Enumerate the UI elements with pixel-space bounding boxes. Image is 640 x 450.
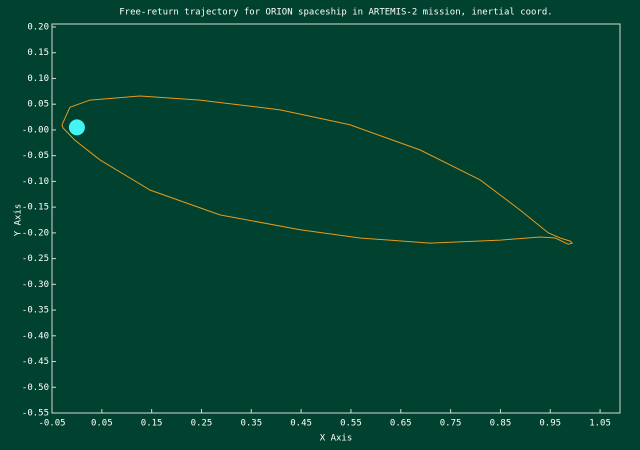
y-tick-label: 0.10 — [27, 74, 49, 84]
y-tick-label: 0.20 — [27, 23, 49, 33]
x-tick-label: 0.05 — [91, 419, 113, 429]
y-tick-label: -0.30 — [22, 280, 49, 290]
y-tick-label: -0.50 — [22, 383, 49, 393]
y-tick-label: -0.00 — [22, 125, 49, 135]
y-axis-label: Y Axis — [14, 204, 24, 237]
y-tick-label: -0.05 — [22, 151, 49, 161]
x-tick-label: 0.85 — [490, 419, 512, 429]
x-tick-label: 0.55 — [340, 419, 362, 429]
y-tick-label: -0.15 — [22, 203, 49, 213]
y-tick-label: -0.40 — [22, 331, 49, 341]
y-tick-label: -0.20 — [22, 228, 49, 238]
x-tick-label: 0.75 — [440, 419, 462, 429]
x-tick-label: 0.65 — [390, 419, 412, 429]
chart-title: Free-return trajectory for ORION spacesh… — [119, 8, 552, 18]
x-tick-label: 0.95 — [539, 419, 561, 429]
y-tick-label: 0.05 — [27, 100, 49, 110]
y-tick-label: -0.35 — [22, 306, 49, 316]
x-tick-label: 0.15 — [141, 419, 163, 429]
y-tick-label: -0.55 — [22, 409, 49, 419]
trajectory-line — [61, 95, 574, 245]
x-tick-label: 0.25 — [191, 419, 213, 429]
y-tick-label: 0.15 — [27, 48, 49, 58]
x-axis-label: X Axis — [320, 434, 353, 444]
y-tick-label: -0.10 — [22, 177, 49, 187]
x-tick-label: 0.45 — [290, 419, 312, 429]
y-tick-label: -0.25 — [22, 254, 49, 264]
x-tick-label: 0.35 — [240, 419, 262, 429]
x-tick-label: 1.05 — [589, 419, 611, 429]
x-tick-label: -0.05 — [38, 419, 65, 429]
plot-frame — [51, 23, 621, 414]
y-tick-label: -0.45 — [22, 357, 49, 367]
point — [68, 119, 85, 136]
